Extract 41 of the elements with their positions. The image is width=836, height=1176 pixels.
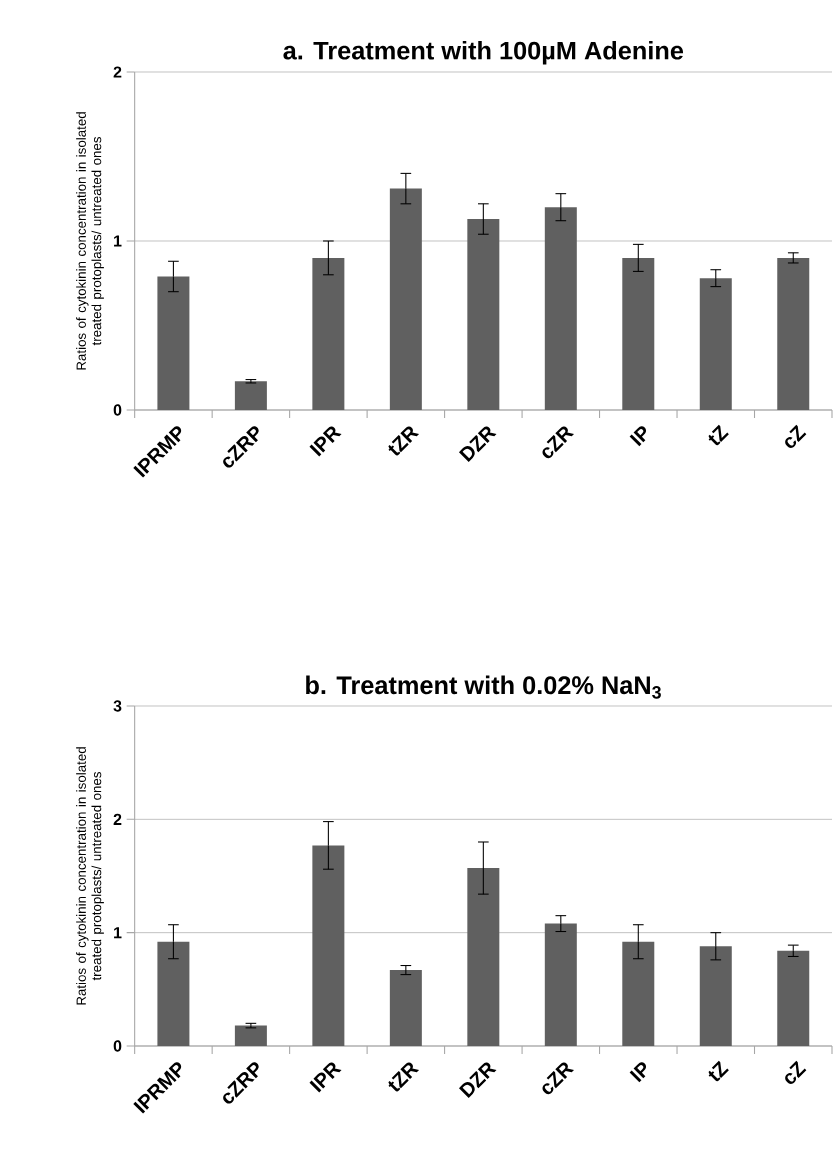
x-tick-label: IP xyxy=(629,426,647,447)
bar xyxy=(544,207,577,410)
x-tick-label: IPR xyxy=(309,426,342,457)
bar xyxy=(699,278,732,410)
bar xyxy=(777,950,810,1046)
bar xyxy=(777,257,810,410)
bar xyxy=(312,257,345,410)
x-tick-label: tZ xyxy=(708,424,729,446)
bar xyxy=(157,941,190,1046)
bar xyxy=(157,276,190,410)
chart-title: b. Treatment with 0.02% NaN$_{3}$ xyxy=(306,675,661,699)
bar xyxy=(467,868,500,1046)
bar xyxy=(699,946,732,1046)
x-tick-label: tZ xyxy=(708,1060,729,1082)
bar xyxy=(234,1025,267,1046)
bar xyxy=(622,941,655,1046)
x-tick-label: cZR xyxy=(542,1062,575,1095)
y-tick-label: 3 xyxy=(113,700,122,712)
y-tick-label: 1 xyxy=(114,235,122,247)
bar xyxy=(389,188,422,410)
x-tick-label: tZR xyxy=(388,1062,420,1092)
bar xyxy=(234,381,267,410)
bar xyxy=(312,845,345,1046)
y-axis-title: Ratios of cytokinin concentration in isolated treated protoplasts/ untreated ones xyxy=(76,112,104,370)
y-tick-label: 1 xyxy=(114,927,122,939)
x-tick-label: IPR xyxy=(309,1062,342,1093)
x-tick-label: cZR xyxy=(542,426,575,459)
x-tick-label: cZ xyxy=(785,424,807,448)
bar xyxy=(467,219,500,410)
x-tick-label: tZR xyxy=(388,426,420,456)
y-tick-label: 0 xyxy=(113,404,122,416)
y-tick-label: 0 xyxy=(113,1040,122,1052)
bar xyxy=(544,923,577,1046)
x-tick-label: IP xyxy=(629,1062,647,1083)
y-axis-title: Ratios of cytokinin concentration in isolated treated protoplasts/ untreated ones xyxy=(76,747,104,1005)
chart-title: a. Treatment with 100µM Adenine xyxy=(283,40,684,65)
bar xyxy=(389,970,422,1046)
bar xyxy=(622,257,655,410)
y-tick-label: 2 xyxy=(113,66,122,78)
y-tick-label: 2 xyxy=(113,813,122,825)
x-tick-label: cZ xyxy=(785,1060,807,1084)
